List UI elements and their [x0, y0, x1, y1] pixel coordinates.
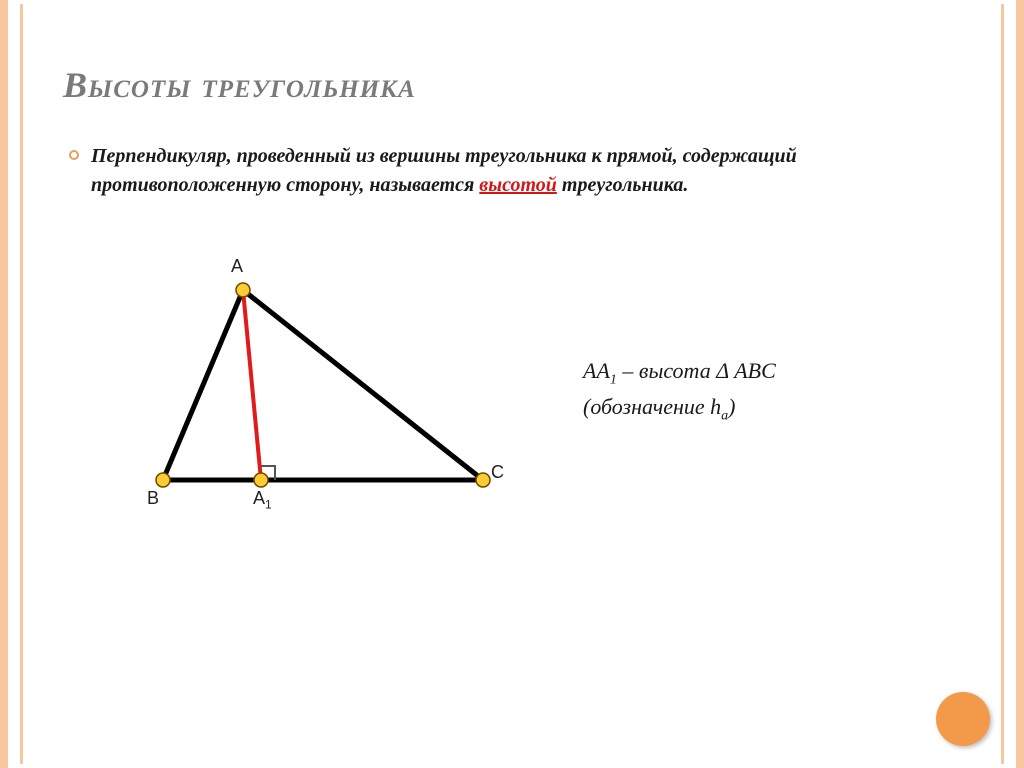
formula-line1-sub: 1: [610, 372, 617, 387]
slide-title: Высоты треугольника: [63, 64, 961, 106]
formula-line1: AA1 – высота Δ ABC: [583, 354, 776, 390]
triangle-diagram: A B C A1: [103, 240, 523, 540]
definition-block: Перпендикуляр, проведенный из вершины тр…: [63, 142, 961, 200]
corner-decoration-circle: [936, 692, 990, 746]
definition-part2: треугольника.: [557, 174, 688, 196]
outer-frame: Высоты треугольника Перпендикуляр, прове…: [0, 0, 1024, 768]
definition-highlight: высотой: [479, 174, 557, 196]
formula-line2-pre: (обозначение h: [583, 394, 721, 419]
vertex-label-a: A: [231, 256, 243, 277]
triangle-svg: [103, 240, 523, 540]
formula-line1-pre: AA: [583, 358, 610, 383]
formula-line1-post: – высота Δ ABC: [617, 358, 776, 383]
slide-body: Высоты треугольника Перпендикуляр, прове…: [20, 4, 1004, 764]
bullet-icon: [69, 150, 79, 160]
vertex-label-a1: A1: [253, 488, 272, 512]
content-row: A B C A1 AA1 – высота Δ ABC (обозначение…: [63, 240, 961, 540]
definition-text: Перпендикуляр, проведенный из вершины тр…: [91, 142, 961, 200]
vertex-label-b: B: [147, 488, 159, 509]
vertex-label-c: C: [491, 462, 504, 483]
formula-line2: (обозначение ha): [583, 390, 776, 426]
definition-part1: Перпендикуляр, проведенный из вершины тр…: [91, 145, 797, 196]
formula-block: AA1 – высота Δ ABC (обозначение ha): [583, 354, 776, 427]
formula-line2-post: ): [728, 394, 735, 419]
